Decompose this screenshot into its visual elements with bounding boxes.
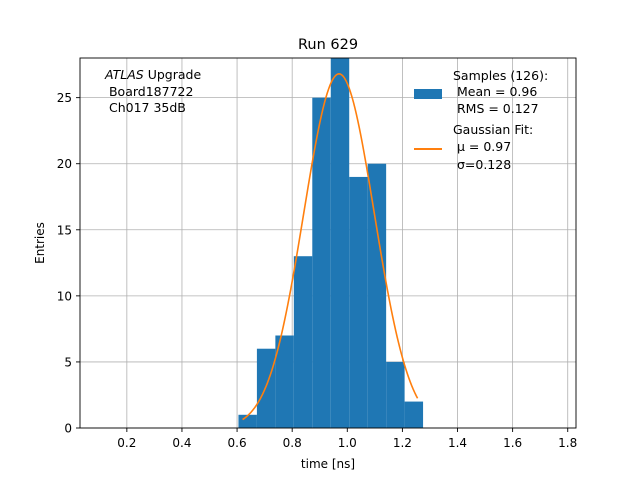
legend-samples-swatch [414, 89, 442, 99]
y-tick-label: 20 [57, 157, 72, 171]
annotation-board: Board187722 [105, 84, 193, 99]
x-tick-label: 1.6 [503, 436, 522, 450]
histogram-bar [293, 256, 313, 428]
y-tick-label: 5 [64, 355, 72, 369]
legend-fit-label: Gaussian Fit: [453, 122, 533, 137]
x-tick-label: 1.0 [338, 436, 357, 450]
legend-samples-label: Samples (126): [453, 68, 548, 83]
annotation-box: ATLAS Upgrade Board187722 Ch017 35dB [104, 67, 201, 115]
annotation-atlas: ATLAS [104, 67, 144, 82]
gaussian-fit-curve [242, 73, 419, 421]
x-tick-label: 0.4 [172, 436, 191, 450]
x-tick-label: 0.2 [117, 436, 136, 450]
legend-sigma-label: σ=0.128 [453, 157, 511, 172]
histogram-bars [238, 58, 424, 429]
histogram-bar [386, 361, 405, 428]
histogram-bar [238, 414, 257, 428]
y-tick-label: 15 [57, 223, 72, 237]
histogram-bar [256, 348, 276, 428]
x-axis-label: time [ns] [301, 457, 355, 471]
y-tick-label: 10 [57, 289, 72, 303]
y-axis-label: Entries [33, 222, 47, 264]
legend: Samples (126): Mean = 0.96 RMS = 0.127 G… [414, 68, 548, 172]
y-tick-label: 0 [64, 422, 72, 436]
x-tick-label: 1.8 [558, 436, 577, 450]
y-tick-label: 25 [57, 91, 72, 105]
annotation-channel: Ch017 35dB [105, 100, 186, 115]
histogram-bar [367, 163, 387, 428]
annotation-upgrade: Upgrade [144, 67, 202, 82]
histogram-bar [330, 58, 350, 428]
legend-mean-label: Mean = 0.96 [453, 84, 537, 99]
svg-text:ATLAS Upgrade: ATLAS Upgrade [104, 67, 201, 82]
x-tick-label: 0.8 [283, 436, 302, 450]
plot-frame [79, 57, 577, 429]
x-axis-ticks: 0.2 0.4 0.6 0.8 1.0 1.2 1.4 1.6 1.8 [117, 428, 577, 450]
legend-rms-label: RMS = 0.127 [453, 101, 539, 116]
chart-title: Run 629 [298, 37, 358, 53]
y-axis-ticks: 0 5 10 15 20 25 [57, 91, 80, 436]
histogram-bar [349, 176, 368, 428]
histogram-bar [404, 401, 424, 428]
x-tick-label: 0.6 [228, 436, 247, 450]
histogram-bar [312, 97, 331, 429]
x-tick-label: 1.4 [448, 436, 467, 450]
histogram-bar [275, 335, 294, 428]
legend-mu-label: μ = 0.97 [453, 139, 511, 154]
x-tick-label: 1.2 [393, 436, 412, 450]
